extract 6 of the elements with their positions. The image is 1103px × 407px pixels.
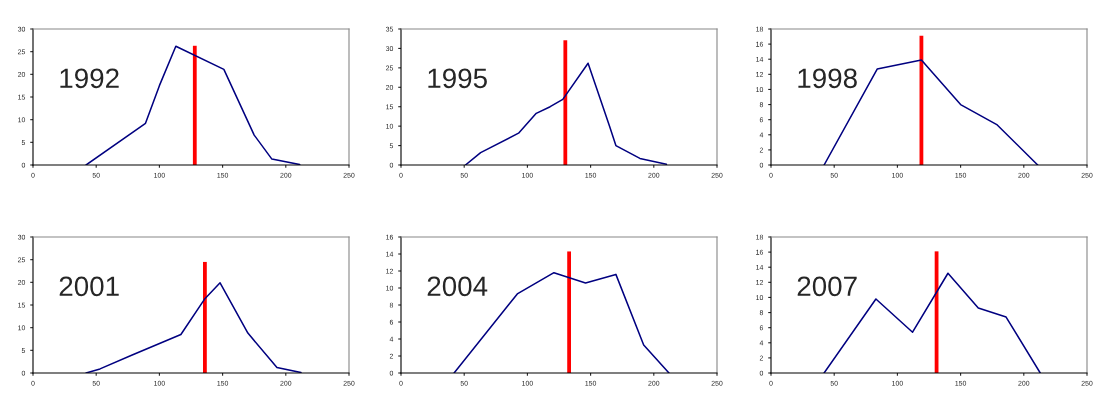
annotation: 1992 [60, 68, 119, 89]
annotation: 2007 [797, 276, 857, 297]
annotation: 1995 [428, 68, 487, 89]
annotation: 2001 [59, 276, 119, 297]
annotation: 1998 [798, 68, 857, 89]
annotation: 2004 [427, 276, 488, 297]
